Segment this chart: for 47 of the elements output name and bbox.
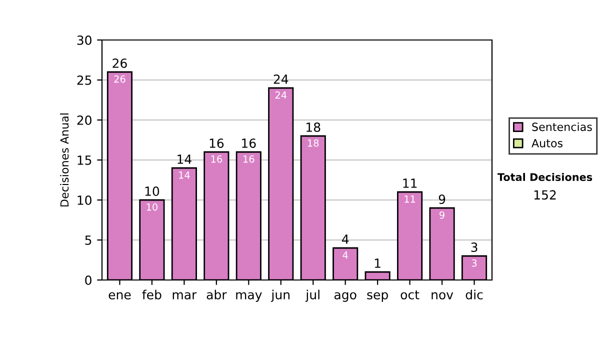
data-label: 16 — [244, 155, 254, 163]
x-tick-label: ene — [108, 292, 131, 300]
y-tick-label: 25 — [77, 75, 92, 85]
legend-label: Sentencias — [532, 122, 592, 132]
text: Total Decisiones — [497, 172, 592, 182]
total-label: 26 — [112, 58, 127, 68]
x-tick-label: dic — [466, 290, 483, 300]
data-label: 3 — [472, 259, 477, 267]
total-label: 14 — [178, 154, 192, 164]
total-label: 4 — [342, 234, 349, 244]
total-label: 18 — [306, 122, 320, 132]
total-label: 9 — [438, 194, 446, 204]
data-label: 16 — [211, 155, 222, 163]
y-tick-label: 15 — [78, 156, 92, 165]
x-tick-label: jul — [305, 290, 320, 302]
legend-label: Autos — [532, 139, 563, 148]
y-tick-label: 5 — [85, 236, 92, 245]
data-label: 14 — [179, 172, 190, 179]
x-tick-label: jun — [271, 290, 290, 302]
total-label: 16 — [242, 138, 256, 148]
x-tick-label: mar — [172, 292, 197, 300]
data-label: 4 — [342, 252, 348, 259]
data-label: 26 — [114, 75, 126, 83]
total-label: 11 — [403, 178, 417, 188]
total-label: 1 — [374, 258, 380, 268]
y-tick-label: 10 — [78, 195, 92, 205]
y-tick-label: 20 — [77, 115, 92, 125]
data-label: 11 — [404, 196, 416, 203]
total-label: 10 — [145, 186, 160, 196]
total-label: 3 — [471, 242, 478, 252]
y-tick-label: 0 — [85, 275, 92, 285]
data-label: 10 — [146, 203, 158, 211]
data-label: 18 — [308, 139, 319, 147]
x-tick-label: feb — [142, 290, 162, 300]
x-tick-label: may — [236, 292, 262, 302]
data-label: 9 — [440, 211, 444, 219]
text: 152 — [534, 190, 556, 200]
total-label: 16 — [210, 138, 224, 148]
x-tick-label: ago — [334, 292, 356, 302]
x-tick-label: oct — [400, 290, 420, 300]
y-tick-label: 30 — [77, 35, 92, 45]
x-tick-label: sep — [367, 292, 388, 302]
y-axis-title: Decisiones Anual — [60, 114, 69, 206]
data-label: 24 — [275, 91, 287, 99]
x-tick-label: nov — [432, 292, 454, 300]
total-label: 24 — [274, 74, 288, 84]
x-tick-label: abr — [206, 290, 227, 300]
